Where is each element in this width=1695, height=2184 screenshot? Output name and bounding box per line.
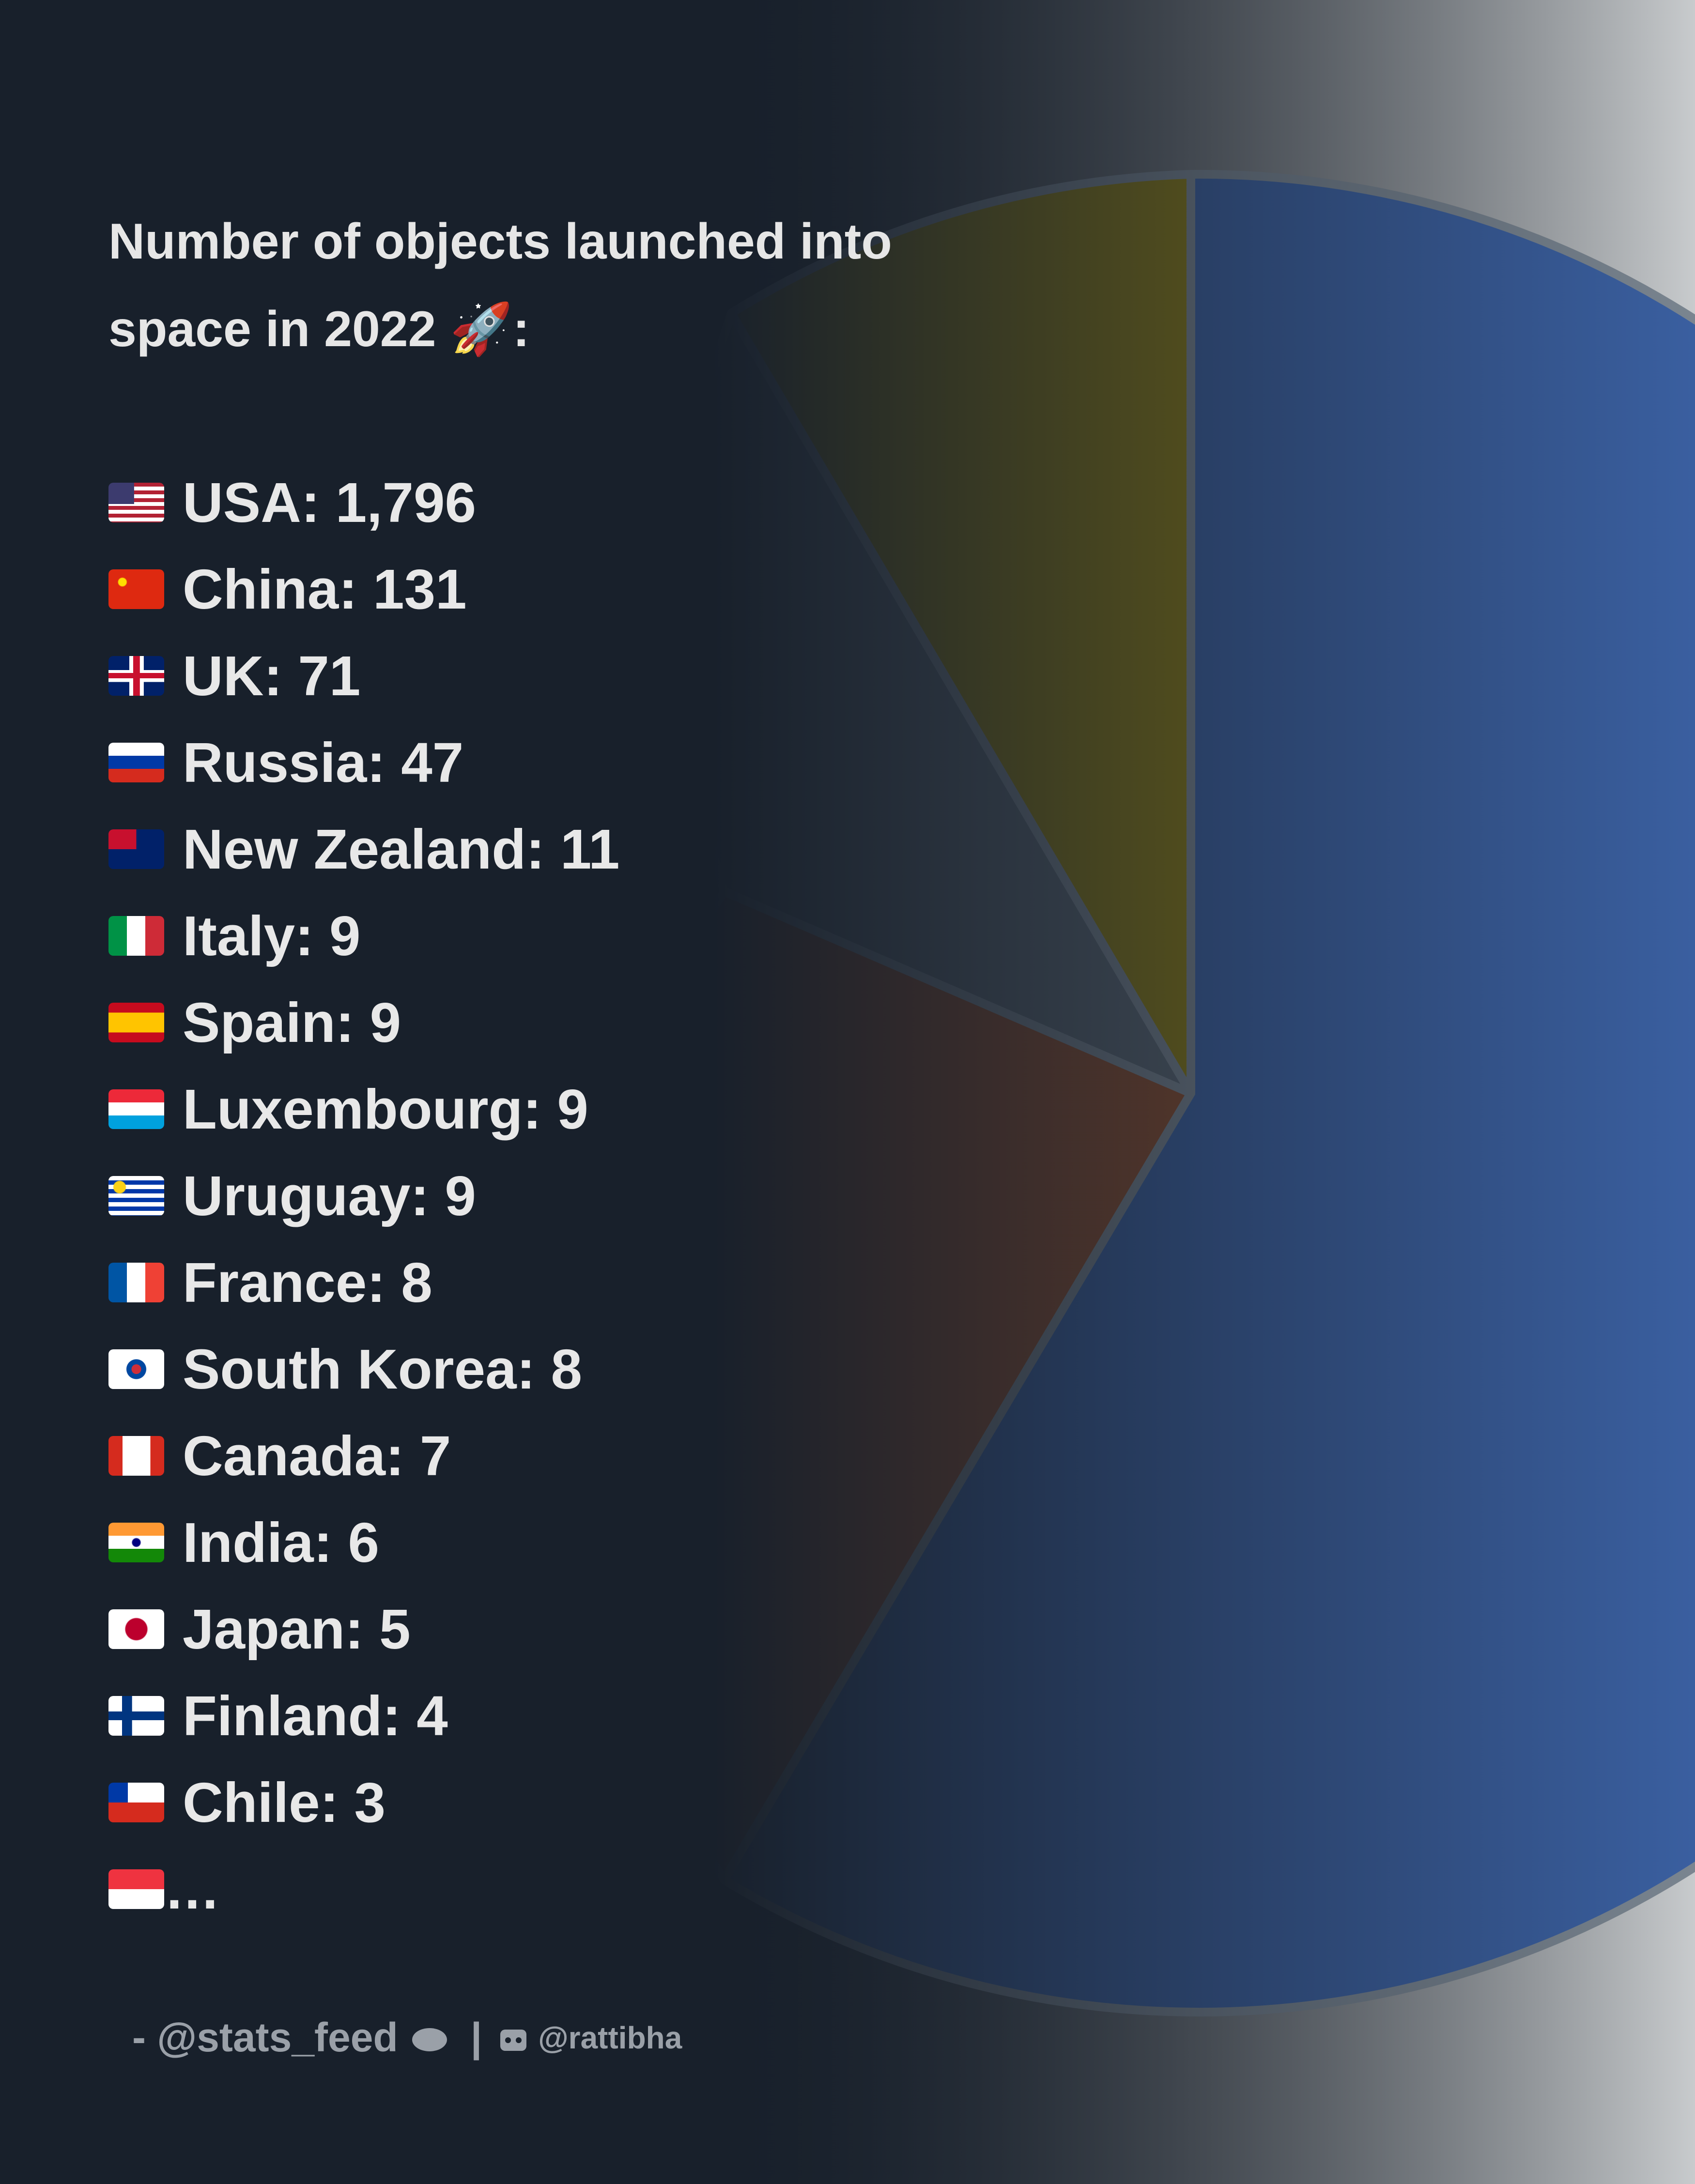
country-label: …	[164, 1858, 220, 1921]
author: - @stats_feed	[132, 2015, 398, 2060]
country-label: Chile: 3	[183, 1771, 385, 1834]
country-row: Spain: 9	[108, 989, 401, 1056]
country-label: China: 131	[183, 558, 467, 621]
country-label: South Korea: 8	[183, 1338, 582, 1401]
flag-icon	[108, 1176, 164, 1216]
flag-icon	[108, 1696, 164, 1736]
robot-icon	[500, 2029, 527, 2051]
country-row: India: 6	[108, 1509, 379, 1576]
flag-icon	[108, 1349, 164, 1389]
country-row: New Zealand: 11	[108, 815, 620, 883]
country-row: South Korea: 8	[108, 1335, 582, 1403]
country-label: India: 6	[183, 1511, 380, 1574]
flag-icon	[108, 483, 164, 522]
flag-icon	[108, 569, 164, 609]
flag-icon	[108, 656, 164, 696]
country-row: …	[108, 1855, 220, 1923]
country-row: Finland: 4	[108, 1682, 448, 1750]
footer: - @stats_feed | @rattibha	[132, 2014, 682, 2061]
flag-icon	[108, 1783, 164, 1822]
title-line: Number of objects launched into	[108, 214, 892, 270]
flag-icon	[108, 1003, 164, 1042]
flag-icon	[108, 1263, 164, 1302]
flag-icon	[108, 1089, 164, 1129]
country-label: Russia: 47	[183, 731, 464, 794]
flag-icon	[108, 743, 164, 782]
country-label: USA: 1,796	[183, 471, 477, 534]
flag-icon	[108, 1523, 164, 1562]
country-label: Finland: 4	[183, 1684, 448, 1747]
country-row: USA: 1,796	[108, 469, 476, 536]
country-label: Uruguay: 9	[183, 1164, 476, 1227]
flag-icon	[108, 829, 164, 869]
country-row: Chile: 3	[108, 1769, 385, 1836]
title-line: space in 2022 🚀:	[108, 301, 530, 357]
flag-icon	[108, 1869, 164, 1909]
flag-icon	[108, 916, 164, 956]
country-label: France: 8	[183, 1251, 432, 1314]
country-row: France: 8	[108, 1249, 432, 1316]
country-row: Canada: 7	[108, 1422, 451, 1490]
country-label: UK: 71	[183, 644, 361, 707]
separator: |	[470, 2015, 482, 2060]
credit: @rattibha	[538, 2020, 682, 2055]
bird-icon	[412, 2028, 447, 2051]
country-row: Japan: 5	[108, 1595, 411, 1663]
country-row: UK: 71	[108, 642, 360, 710]
country-label: Italy: 9	[183, 904, 361, 967]
flag-icon	[108, 1609, 164, 1649]
country-row: China: 131	[108, 555, 467, 623]
country-label: Luxembourg: 9	[183, 1078, 588, 1141]
country-row: Italy: 9	[108, 902, 360, 970]
country-row: Russia: 47	[108, 729, 463, 796]
country-label: Japan: 5	[183, 1598, 411, 1661]
country-row: Luxembourg: 9	[108, 1075, 588, 1143]
country-label: New Zealand: 11	[183, 818, 620, 881]
flag-icon	[108, 1436, 164, 1476]
country-row: Uruguay: 9	[108, 1162, 476, 1230]
country-label: Spain: 9	[183, 991, 401, 1054]
country-label: Canada: 7	[183, 1424, 451, 1487]
